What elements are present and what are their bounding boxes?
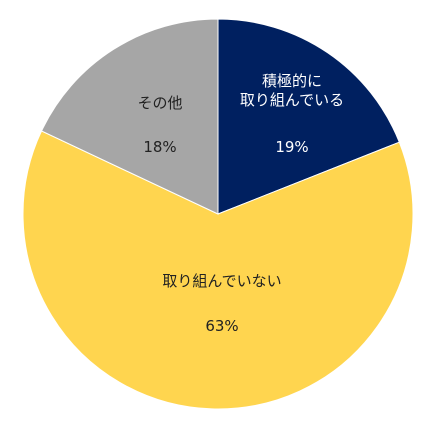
slice-value-2: 18% xyxy=(143,138,176,156)
slice-label-1-line-0: 取り組んでいない xyxy=(162,272,281,290)
slice-value-1: 63% xyxy=(205,317,238,335)
slice-label-0-line-0: 積極的に xyxy=(262,72,322,90)
pie-slice-2 xyxy=(40,18,219,215)
pie-slices xyxy=(22,18,414,410)
slice-label-0-line-1: 取り組んでいる xyxy=(240,91,344,109)
slice-label-2-line-0: その他 xyxy=(137,94,182,112)
pie-slice-1 xyxy=(22,130,414,410)
slice-value-0: 19% xyxy=(275,138,308,156)
pie-slice-0 xyxy=(217,18,400,215)
